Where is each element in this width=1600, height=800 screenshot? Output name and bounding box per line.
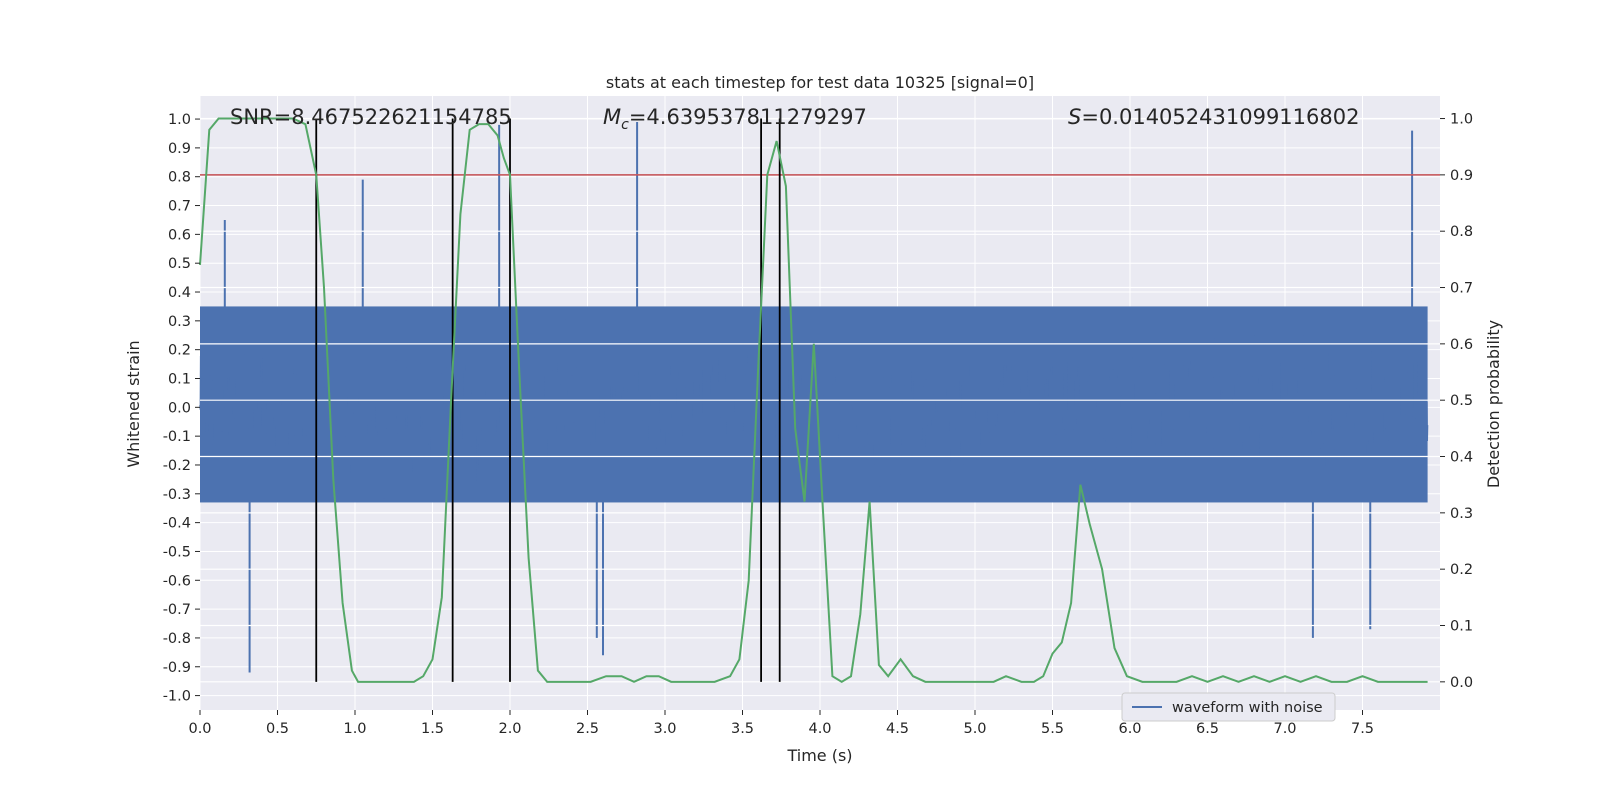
right-y-tick-label: 1.0 (1450, 112, 1473, 128)
right-y-tick-label: 0.4 (1450, 450, 1473, 466)
left-y-tick-label: -0.6 (163, 573, 191, 589)
left-y-tick-label: -0.7 (163, 602, 191, 618)
mc-annotation: Mc=4.639537811279297 (603, 105, 867, 133)
left-y-tick-label: 0.1 (168, 371, 191, 387)
left-y-axis-label: Whitened strain (124, 340, 143, 467)
right-y-tick-label: 0.1 (1450, 619, 1473, 635)
x-tick-label: 2.0 (498, 721, 521, 737)
left-y-tick-label: -0.9 (163, 660, 191, 676)
right-y-axis-label: Detection probability (1484, 320, 1503, 488)
snr-annotation: SNR=8.467522621154785 (230, 105, 512, 129)
s-annotation: S=0.014052431099116802 (1068, 105, 1359, 129)
right-y-tick-label: 0.8 (1450, 224, 1473, 240)
chart-title: stats at each timestep for test data 103… (606, 73, 1034, 92)
right-y-axis-ticks: 0.0 0.1 0.2 0.3 0.4 0.5 0.6 0.7 0.8 0.9 1.0 (1440, 112, 1473, 691)
right-y-tick-label: 0.0 (1450, 675, 1473, 691)
left-y-tick-label: -0.4 (163, 516, 191, 532)
left-y-tick-label: 1.0 (168, 112, 191, 128)
left-y-tick-label: 0.4 (168, 285, 191, 301)
left-y-tick-label: 0.0 (168, 400, 191, 416)
left-y-tick-label: 0.5 (168, 256, 191, 272)
x-tick-label: 6.0 (1118, 721, 1141, 737)
s-value: =0.014052431099116802 (1081, 105, 1359, 129)
left-y-tick-label: 0.8 (168, 170, 191, 186)
mc-symbol: M (603, 105, 621, 129)
legend-box (1121, 692, 1336, 722)
left-y-tick-label: -0.1 (163, 429, 191, 445)
x-tick-label: 4.5 (886, 721, 909, 737)
waveform-series (199, 121, 1429, 673)
right-y-tick-label: 0.3 (1450, 506, 1473, 522)
left-y-tick-label: -0.2 (163, 458, 191, 474)
left-y-tick-label: -0.3 (163, 487, 191, 503)
x-tick-label: 6.5 (1196, 721, 1219, 737)
left-y-tick-label: 0.7 (168, 199, 191, 215)
horizontal-grid-overlay (200, 117, 1440, 683)
left-y-tick-label: 0.6 (168, 227, 191, 243)
right-y-tick-label: 0.6 (1450, 337, 1473, 353)
right-y-tick-label: 0.9 (1450, 168, 1473, 184)
left-y-tick-label: -0.8 (163, 631, 191, 647)
x-tick-label: 1.5 (421, 721, 444, 737)
x-axis-label: Time (s) (786, 746, 852, 765)
s-symbol: S (1068, 105, 1081, 129)
left-y-tick-label: 0.9 (168, 141, 191, 157)
x-tick-label: 4.0 (808, 721, 831, 737)
mc-subscript: c (621, 117, 629, 133)
x-tick-label: 7.5 (1351, 721, 1374, 737)
x-tick-label: 5.0 (963, 721, 986, 737)
left-y-tick-label: 0.2 (168, 343, 191, 359)
x-tick-label: 5.5 (1041, 721, 1064, 737)
mc-value: =4.639537811279297 (629, 105, 867, 129)
x-tick-label: 0.5 (266, 721, 289, 737)
left-y-axis-ticks: -1.0 -0.9 -0.8 -0.7 -0.6 -0.5 -0.4 -0.3 -0.2 -0.1… (163, 112, 200, 705)
x-tick-label: 1.0 (343, 721, 366, 737)
left-y-tick-label: -1.0 (163, 689, 191, 705)
left-y-tick-label: -0.5 (163, 544, 191, 560)
x-tick-label: 0.0 (188, 721, 211, 737)
legend: waveform with noise (1121, 692, 1336, 722)
x-tick-label: 3.0 (653, 721, 676, 737)
right-y-tick-label: 0.5 (1450, 393, 1473, 409)
x-tick-label: 7.0 (1273, 721, 1296, 737)
probability-line (199, 117, 1428, 683)
x-tick-label: 3.5 (731, 721, 754, 737)
vertical-lines (315, 118, 781, 682)
legend-label: waveform with noise (1172, 700, 1323, 716)
x-tick-label: 2.5 (576, 721, 599, 737)
right-y-tick-label: 0.2 (1450, 562, 1473, 578)
x-axis-ticks: 0.0 0.5 1.0 1.5 2.0 2.5 3.0 3.5 4.0 4.5 5.0 5.5 6.0 6… (188, 710, 1374, 737)
left-y-tick-label: 0.3 (168, 314, 191, 330)
right-y-tick-label: 0.7 (1450, 281, 1473, 297)
